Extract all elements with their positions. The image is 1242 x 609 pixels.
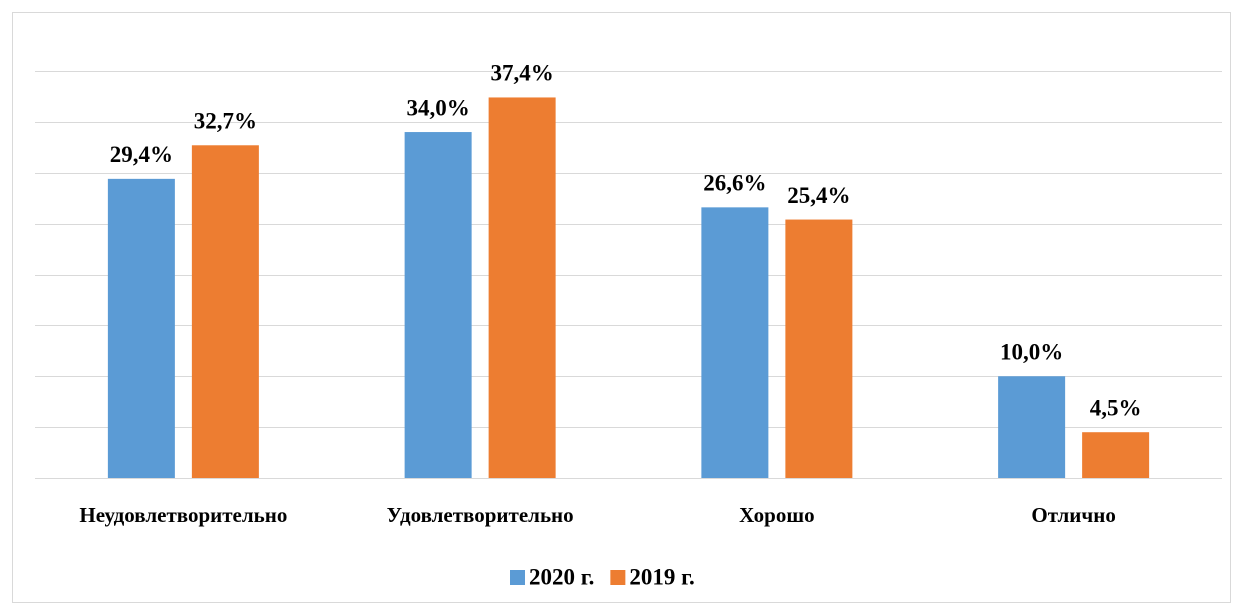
legend-swatch bbox=[610, 570, 626, 585]
value-label: 10,0% bbox=[1000, 340, 1063, 365]
value-label: 32,7% bbox=[194, 109, 257, 134]
bar bbox=[107, 178, 175, 479]
bar bbox=[488, 97, 556, 478]
value-label: 37,4% bbox=[491, 61, 554, 86]
bar bbox=[404, 132, 472, 479]
legend-label: 2020 г. bbox=[529, 564, 594, 589]
bar bbox=[998, 376, 1066, 478]
value-label: 25,4% bbox=[787, 183, 850, 208]
value-label: 26,6% bbox=[703, 171, 766, 196]
x-tick-label: Неудовлетворительно bbox=[79, 503, 287, 527]
x-tick-label: Отлично bbox=[1031, 503, 1115, 527]
legend-label: 2019 г. bbox=[629, 564, 694, 589]
bar bbox=[785, 219, 853, 478]
x-tick-label: Удовлетворительно bbox=[387, 503, 574, 527]
x-tick-label: Хорошо bbox=[739, 503, 814, 527]
value-label: 4,5% bbox=[1090, 395, 1142, 420]
value-label: 29,4% bbox=[110, 142, 173, 167]
legend-swatch bbox=[510, 570, 525, 585]
bar bbox=[701, 207, 769, 478]
bar bbox=[1082, 432, 1150, 478]
value-label: 34,0% bbox=[407, 95, 470, 120]
bar bbox=[191, 145, 259, 478]
